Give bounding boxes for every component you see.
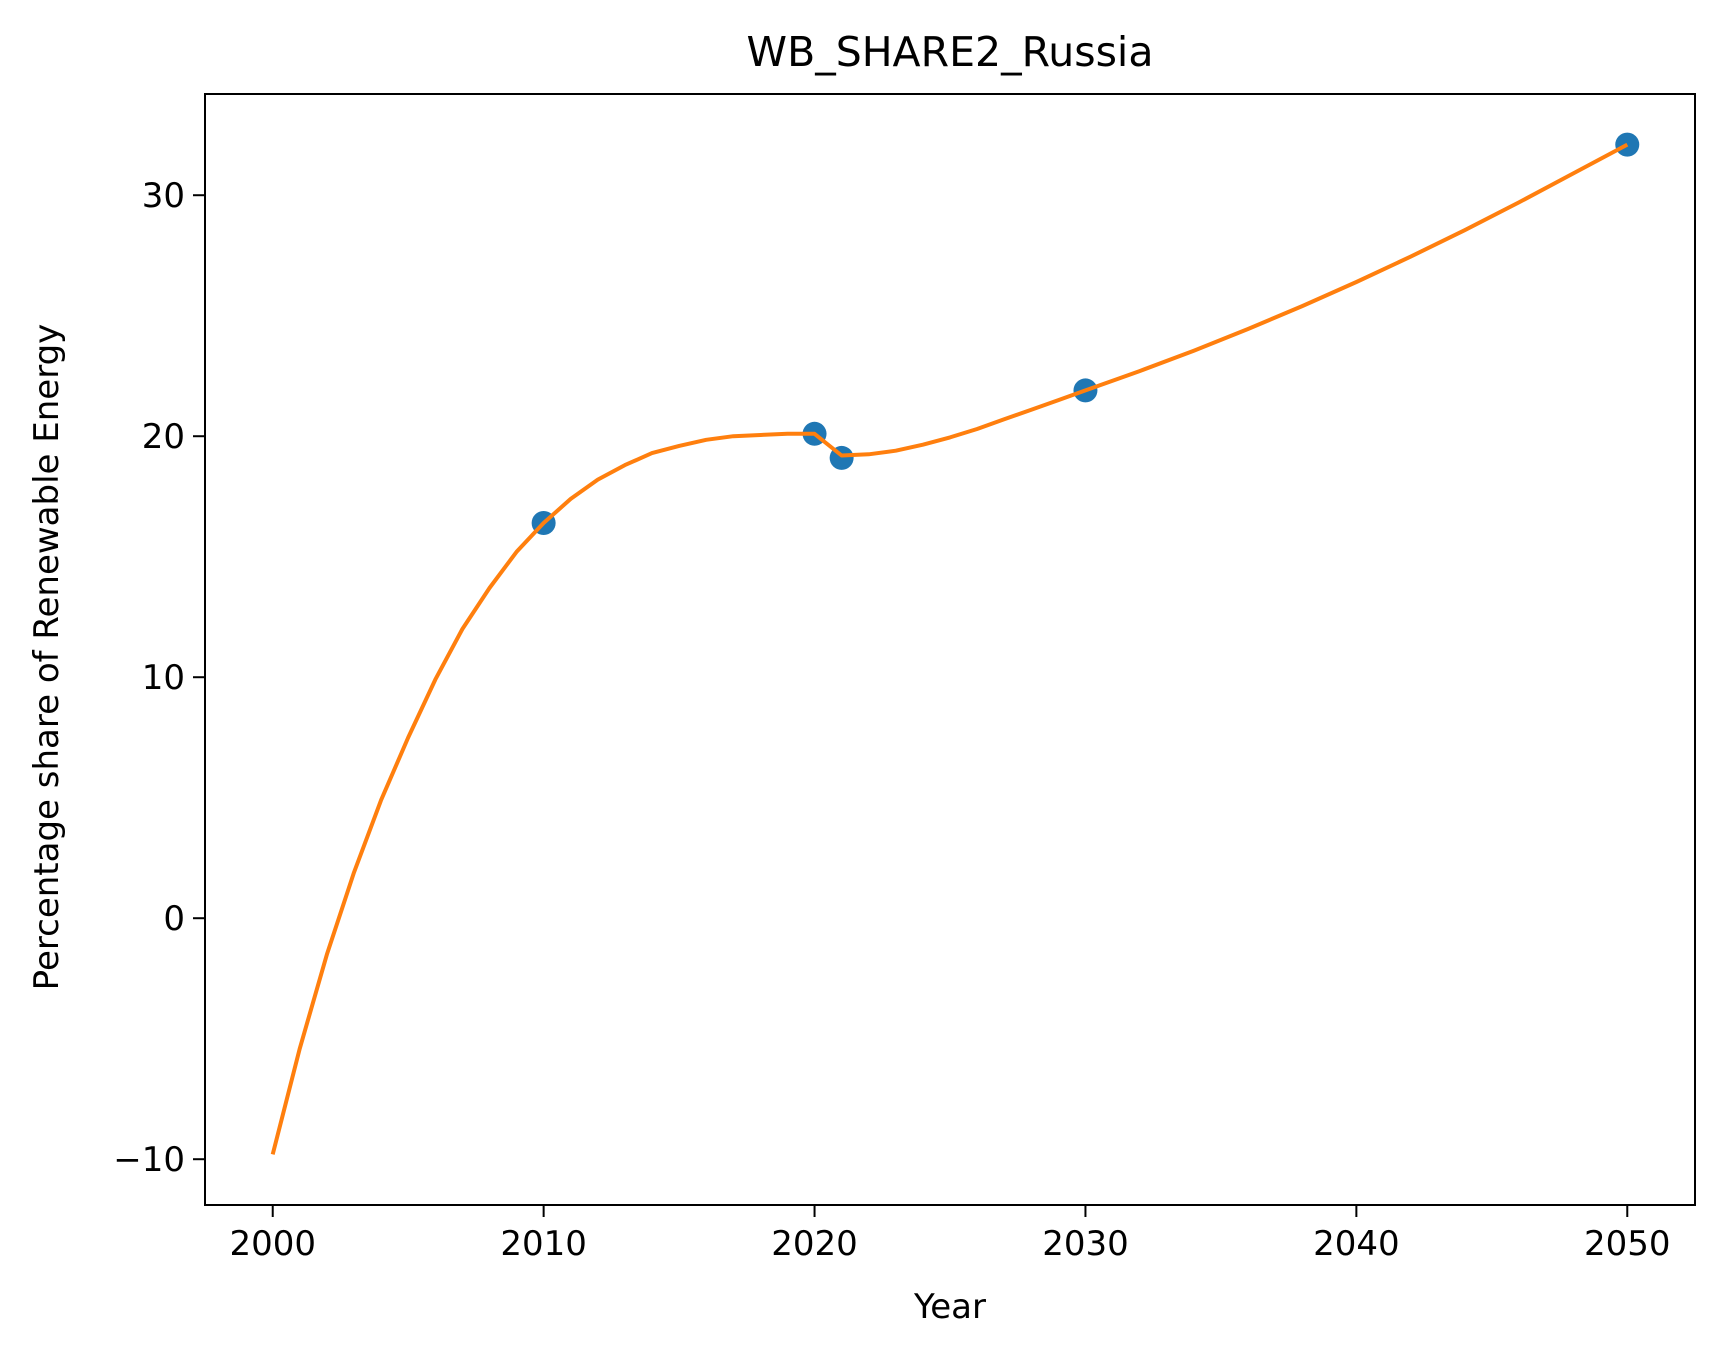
y-tick-label: 10 [142,658,185,698]
plot-area [270,132,1640,1155]
x-tick-label: 2030 [1042,1224,1129,1264]
x-axis: 2000 2010 2020 2030 2040 2050 [229,1205,1671,1264]
x-tick-label: 2020 [771,1224,858,1264]
x-tick-label: 2040 [1313,1224,1400,1264]
x-tick-label: 2000 [229,1224,316,1264]
x-axis-label: Year [913,1287,986,1327]
y-tick-label: 20 [142,417,185,457]
plot-frame [204,93,1696,1206]
y-axis: −10 0 10 20 30 [113,176,205,1180]
chart-title: WB_SHARE2_Russia [747,28,1154,76]
y-tick-label: 30 [142,176,185,216]
y-tick-label: −10 [113,1140,185,1180]
x-tick-label: 2010 [500,1224,587,1264]
fit-line [270,142,1629,1155]
x-tick-label: 2050 [1584,1224,1671,1264]
y-axis-label: Percentage share of Renewable Energy [27,324,67,991]
y-tick-label: 0 [163,899,185,939]
